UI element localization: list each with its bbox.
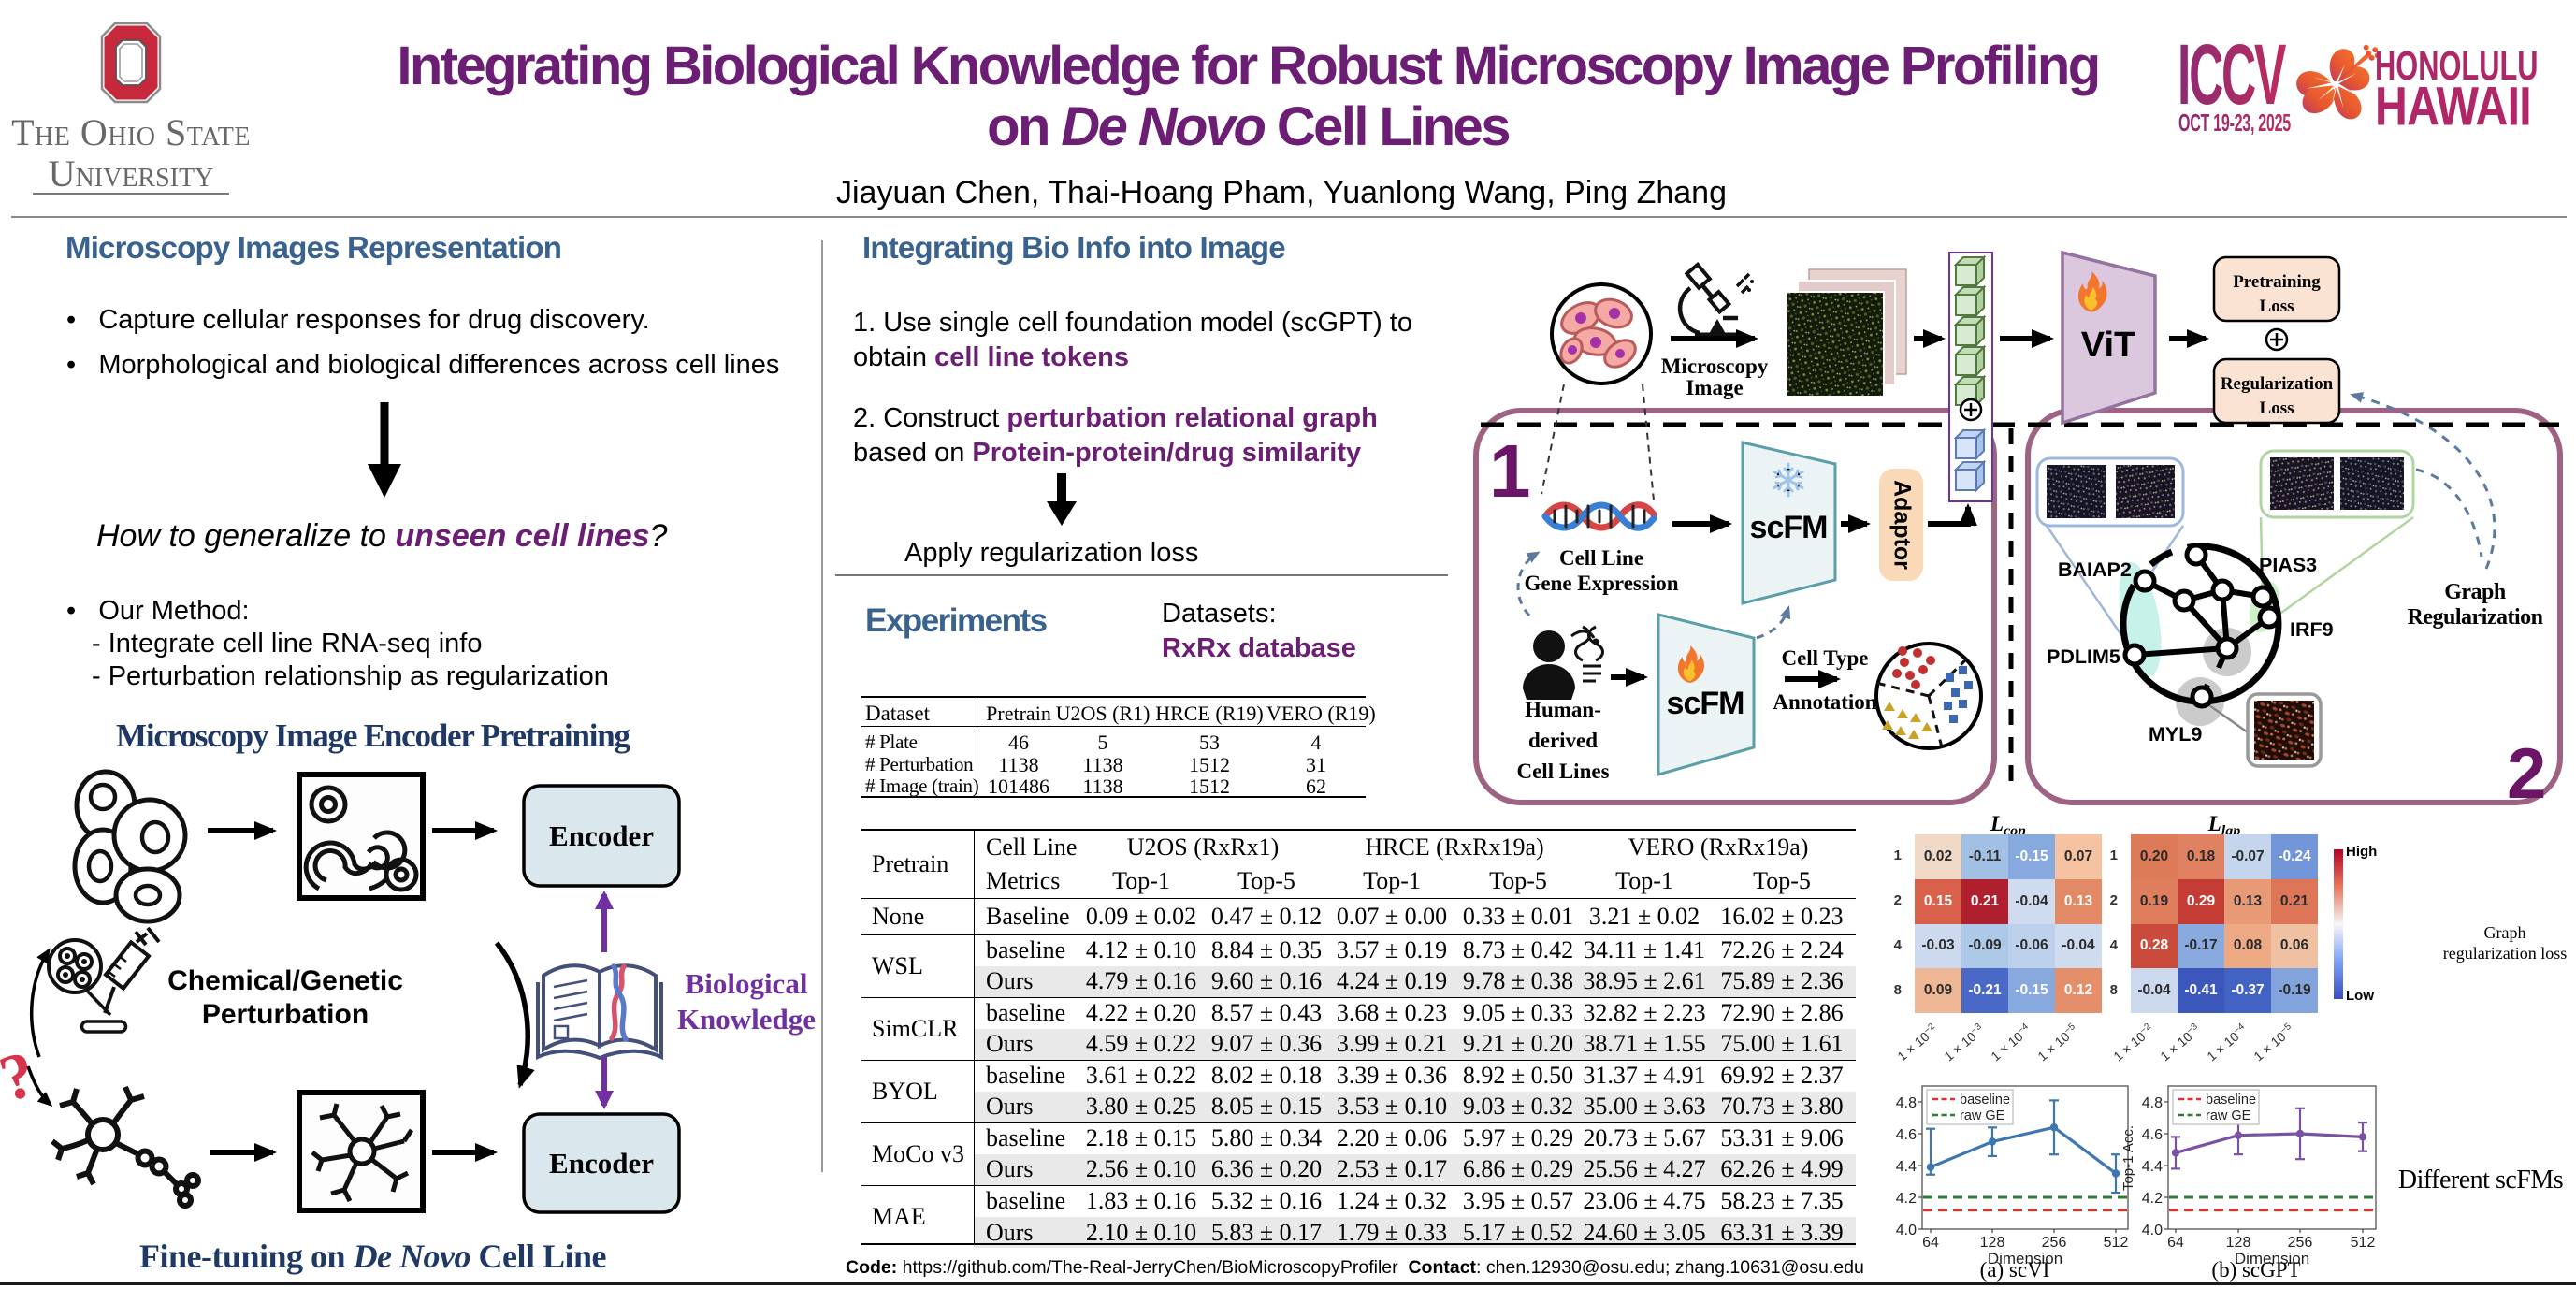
svg-text:Graph: Graph (2444, 580, 2506, 604)
svg-text:512: 512 (2104, 1235, 2129, 1251)
svg-text:raw GE: raw GE (1960, 1108, 2005, 1123)
svg-text:4.8: 4.8 (1896, 1095, 1917, 1111)
svg-text:Dimension: Dimension (1988, 1250, 2062, 1267)
svg-text:(a) scVI: (a) scVI (1980, 1258, 2050, 1282)
svg-text:Image: Image (1686, 376, 1743, 399)
svg-text:Knowledge: Knowledge (677, 1003, 816, 1036)
svg-text:Regularization: Regularization (2408, 605, 2543, 630)
svg-text:4.6: 4.6 (2142, 1127, 2163, 1143)
svg-text:4.2: 4.2 (1896, 1191, 1917, 1207)
svg-text:Cell Line: Cell Line (1559, 546, 1643, 570)
svg-text:4.2: 4.2 (2142, 1191, 2163, 1207)
svg-text:Biological: Biological (686, 967, 808, 1000)
svg-text:scFM: scFM (1667, 686, 1744, 721)
svg-text:128: 128 (2226, 1235, 2251, 1251)
svg-text:64: 64 (2167, 1235, 2184, 1251)
svg-text:4.4: 4.4 (1896, 1159, 1917, 1175)
svg-text:scFM: scFM (1750, 510, 1828, 545)
svg-text:Encoder: Encoder (549, 819, 654, 852)
svg-text:IRF9: IRF9 (2290, 618, 2334, 641)
svg-text:Gene Expression: Gene Expression (1524, 572, 1678, 595)
svg-text:64: 64 (1922, 1235, 1939, 1251)
svg-text:128: 128 (1980, 1235, 2005, 1251)
svg-text:PIAS3: PIAS3 (2259, 554, 2317, 576)
svg-text:baseline: baseline (2206, 1093, 2256, 1108)
svg-text:Human-: Human- (1525, 698, 1601, 721)
svg-text:Dimension: Dimension (2235, 1250, 2309, 1267)
svg-text:Encoder: Encoder (549, 1147, 654, 1180)
svg-text:Chemical/Genetic: Chemical/Genetic (167, 965, 403, 996)
svg-text:Top-1 Acc.: Top-1 Acc. (2120, 1125, 2136, 1191)
svg-text:PDLIM5: PDLIM5 (2047, 645, 2120, 668)
svg-text:Cell Type: Cell Type (1781, 646, 1868, 670)
svg-text:256: 256 (2042, 1235, 2067, 1251)
svg-text:Regularization: Regularization (2221, 374, 2334, 394)
svg-text:4.8: 4.8 (2142, 1095, 2163, 1111)
svg-text:ViT: ViT (2081, 326, 2135, 365)
svg-text:BAIAP2: BAIAP2 (2058, 558, 2132, 581)
svg-text:MYL9: MYL9 (2149, 723, 2202, 746)
svg-text:Loss: Loss (2260, 297, 2294, 316)
svg-text:1: 1 (1489, 429, 1531, 513)
svg-text:Cell Lines: Cell Lines (1516, 760, 1609, 783)
svg-text:Adaptor: Adaptor (1889, 480, 1915, 570)
svg-text:derived: derived (1528, 729, 1598, 752)
svg-text:Pretraining: Pretraining (2233, 272, 2321, 292)
svg-text:Loss: Loss (2260, 398, 2294, 418)
svg-text:4.4: 4.4 (2142, 1159, 2163, 1175)
svg-text:256: 256 (2288, 1235, 2313, 1251)
svg-text:4.0: 4.0 (1896, 1223, 1917, 1238)
svg-text:Different scFMs: Different scFMs (2398, 1166, 2563, 1195)
svg-text:Microscopy: Microscopy (1661, 355, 1769, 378)
svg-text:raw GE: raw GE (2206, 1108, 2251, 1123)
svg-text:(b) scGPT: (b) scGPT (2211, 1258, 2300, 1282)
svg-text:2: 2 (2507, 734, 2546, 814)
svg-text:4.0: 4.0 (2142, 1223, 2163, 1238)
svg-text:Perturbation: Perturbation (202, 999, 369, 1030)
svg-text:Annotation: Annotation (1773, 690, 1876, 714)
svg-text:512: 512 (2351, 1235, 2376, 1251)
svg-text:4.6: 4.6 (1896, 1127, 1917, 1143)
svg-text:baseline: baseline (1960, 1093, 2010, 1108)
